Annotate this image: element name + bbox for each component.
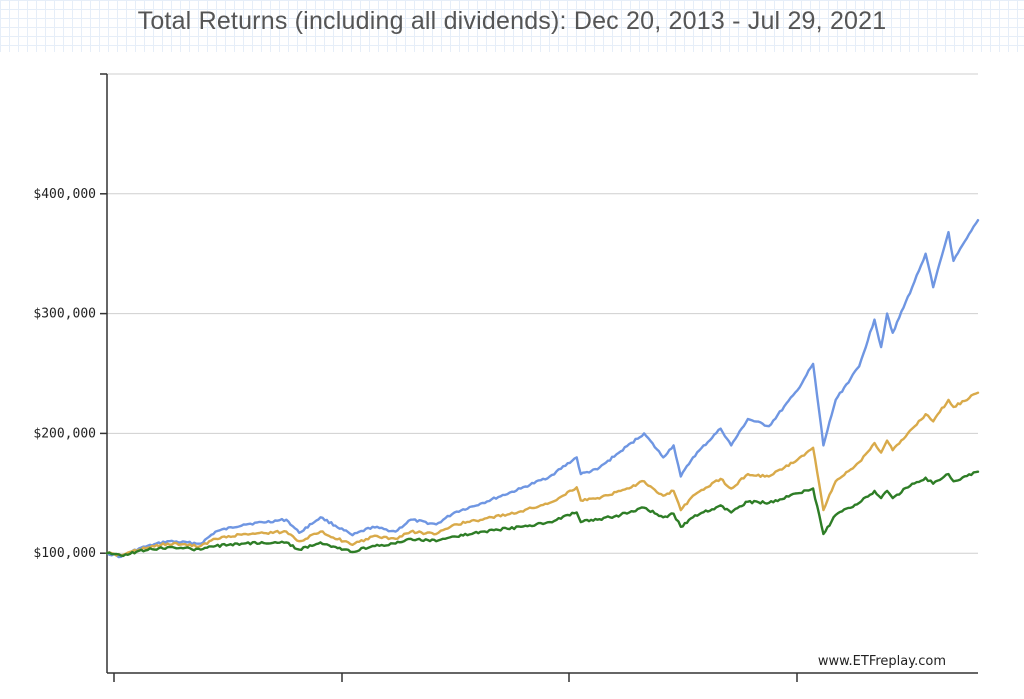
y-tick-label-0: $100,000 — [33, 546, 96, 561]
axis-layer: $100,000 $200,000 $300,000 $400,000 — [33, 73, 978, 682]
series-layer — [105, 219, 980, 559]
grid-layer — [107, 73, 978, 554]
y-tick-label-3: $400,000 — [33, 187, 96, 202]
series-line-1 — [105, 391, 980, 557]
title-band — [0, 0, 1024, 52]
series-line-2 — [105, 470, 980, 558]
y-tick-label-1: $200,000 — [33, 426, 96, 441]
series-line-0 — [105, 219, 980, 559]
y-tick-label-2: $300,000 — [33, 307, 96, 322]
chart-title: Total Returns (including all dividends):… — [137, 7, 887, 35]
watermark-text: www.ETFreplay.com — [818, 654, 946, 669]
